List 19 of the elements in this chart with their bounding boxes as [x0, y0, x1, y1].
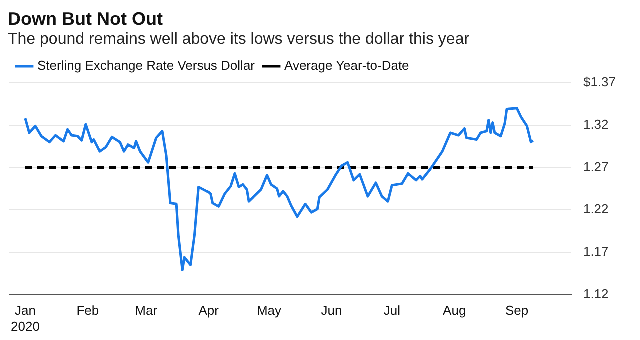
y-tick-label: 1.32: [583, 116, 609, 132]
x-tick-label: Jun: [321, 303, 342, 318]
x-tick-label: Jan 2020: [11, 303, 40, 334]
x-tick-label: Jul: [384, 303, 401, 318]
x-tick-label: Aug: [443, 303, 466, 318]
legend-label: Sterling Exchange Rate Versus Dollar: [38, 58, 256, 74]
y-tick-label: 1.22: [583, 202, 609, 217]
y-tick-label: 1.17: [583, 244, 609, 260]
x-tick-label: Mar: [135, 303, 158, 318]
chart-subtitle: The pound remains well above its lows versus the dollar this year: [8, 30, 471, 50]
x-tick-label: May: [256, 303, 282, 318]
y-tick-label: 1.27: [583, 159, 609, 174]
y-tick-label: 1.12: [583, 286, 609, 302]
legend-label: Average Year-to-Date: [284, 58, 410, 74]
x-tick-label: Apr: [198, 303, 220, 318]
x-tick-label: Feb: [76, 303, 100, 318]
x-tick-label: Sep: [506, 303, 529, 318]
y-tick-label: $1.37: [583, 74, 616, 90]
chart-title: Down But Not Out: [8, 8, 164, 30]
